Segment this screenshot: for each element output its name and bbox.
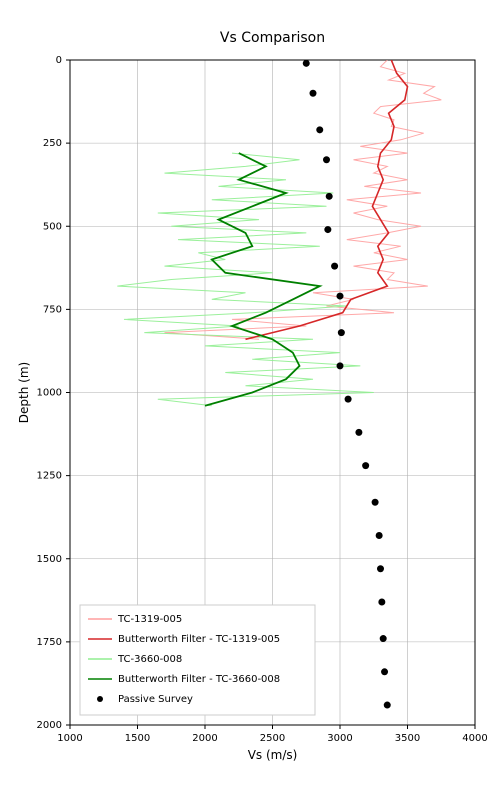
passive-point bbox=[326, 193, 333, 200]
legend-box bbox=[80, 605, 315, 715]
ytick-label: 1250 bbox=[37, 471, 62, 482]
xtick-label: 4000 bbox=[462, 733, 487, 744]
xtick-label: 1000 bbox=[57, 733, 82, 744]
ytick-label: 0 bbox=[56, 55, 62, 66]
passive-point bbox=[372, 499, 379, 506]
passive-point bbox=[310, 90, 317, 97]
passive-point bbox=[384, 702, 391, 709]
chart-title: Vs Comparison bbox=[220, 30, 325, 46]
legend-label: Passive Survey bbox=[118, 694, 193, 705]
chart-svg: 1000 1500 2000 2500 3000 3500 4000 0 250 500 750 10… bbox=[0, 0, 500, 800]
passive-point bbox=[324, 226, 331, 233]
passive-point bbox=[316, 126, 323, 133]
ytick-label: 250 bbox=[43, 138, 62, 149]
passive-point bbox=[378, 598, 385, 605]
ytick-label: 500 bbox=[43, 221, 62, 232]
xtick-label: 2000 bbox=[192, 733, 217, 744]
passive-point bbox=[355, 429, 362, 436]
passive-point bbox=[323, 156, 330, 163]
y-axis-label: Depth (m) bbox=[17, 362, 31, 423]
passive-point bbox=[303, 60, 310, 67]
passive-point bbox=[380, 635, 387, 642]
x-axis-label: Vs (m/s) bbox=[248, 748, 298, 762]
legend-label: Butterworth Filter - TC-3660-008 bbox=[118, 674, 280, 685]
ytick-label: 1500 bbox=[37, 554, 62, 565]
passive-point bbox=[337, 293, 344, 300]
vs-comparison-chart: 1000 1500 2000 2500 3000 3500 4000 0 250 500 750 10… bbox=[0, 0, 500, 800]
ytick-label: 1750 bbox=[37, 637, 62, 648]
xtick-label: 3000 bbox=[327, 733, 352, 744]
passive-point bbox=[362, 462, 369, 469]
xtick-label: 1500 bbox=[125, 733, 150, 744]
passive-point bbox=[376, 532, 383, 539]
passive-point bbox=[381, 668, 388, 675]
xtick-label: 3500 bbox=[395, 733, 420, 744]
passive-point bbox=[337, 362, 344, 369]
passive-point bbox=[331, 263, 338, 270]
ytick-label: 2000 bbox=[37, 720, 62, 731]
legend-label: TC-3660-008 bbox=[117, 654, 182, 665]
passive-point bbox=[377, 565, 384, 572]
legend-label: Butterworth Filter - TC-1319-005 bbox=[118, 634, 280, 645]
passive-point bbox=[338, 329, 345, 336]
ytick-label: 1000 bbox=[37, 388, 62, 399]
legend-swatch bbox=[97, 696, 103, 702]
xtick-label: 2500 bbox=[260, 733, 285, 744]
ytick-label: 750 bbox=[43, 304, 62, 315]
legend-label: TC-1319-005 bbox=[117, 614, 182, 625]
passive-point bbox=[345, 396, 352, 403]
